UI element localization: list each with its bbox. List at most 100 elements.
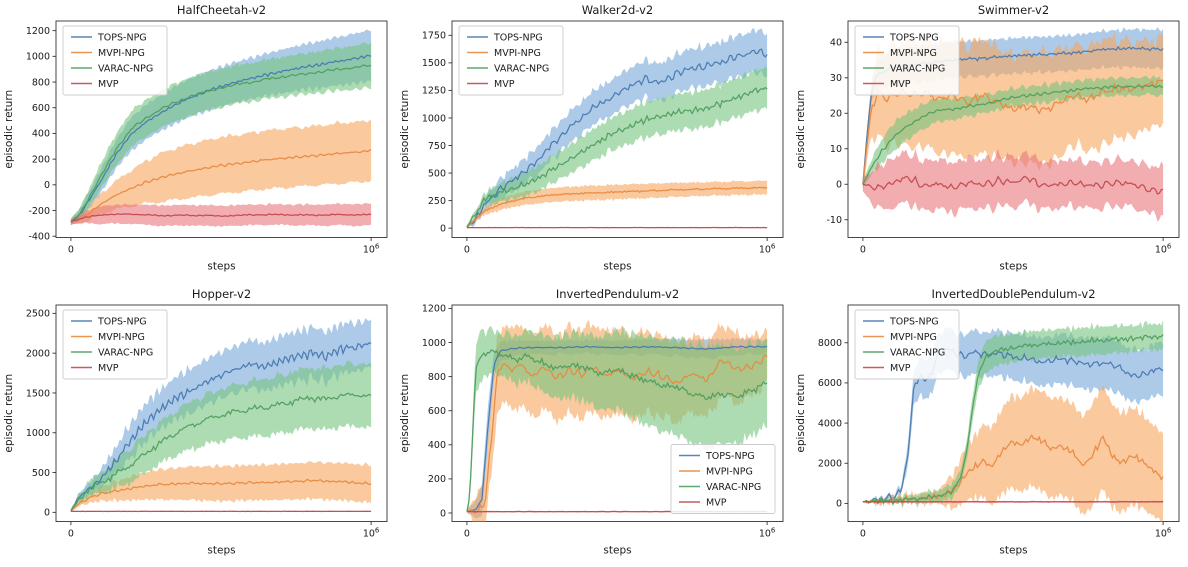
- legend-label: VARAC-NPG: [706, 481, 761, 492]
- plot-svg: Hopper-v2 0 500 1000 1500 2000 2500 0 106 steps ep…: [3, 287, 388, 556]
- x-axis-label: steps: [207, 261, 235, 273]
- legend: TOPS-NPG MVPI-NPG VARAC-NPG MVP: [62, 309, 168, 379]
- series-line-tops-npg: [466, 344, 768, 512]
- subplot-inverteddoublependulum: InvertedDoublePendulum-v2 0 2000 4000 6000 80…: [792, 284, 1188, 567]
- legend: TOPS-NPG MVPI-NPG VARAC-NPG MVP: [62, 25, 168, 96]
- y-tick-label: 1000: [422, 113, 446, 124]
- series-line-mvpi-npg: [70, 478, 372, 511]
- y-tick-label: 600: [32, 103, 50, 114]
- legend: TOPS-NPG MVPI-NPG VARAC-NPG MVP: [854, 25, 960, 96]
- y-tick-label: -200: [28, 206, 50, 217]
- legend-label: MVP: [706, 497, 727, 508]
- plot-title: InvertedDoublePendulum-v2: [931, 287, 1095, 301]
- series-line-mvpi-npg: [862, 433, 1164, 504]
- series-line-varac-npg: [862, 333, 1164, 505]
- plot-svg: Swimmer-v2 -10 0 10 20 30 40 0 106 steps episodic …: [795, 3, 1180, 273]
- x-axis-label: steps: [999, 261, 1027, 273]
- legend-label: TOPS-NPG: [889, 32, 939, 43]
- y-axis-label: episodic return: [795, 90, 807, 169]
- series-group: [466, 28, 768, 229]
- legend-label: MVP: [98, 362, 119, 373]
- legend-label: MVPI-NPG: [890, 331, 937, 342]
- x-tick-label: 106: [363, 526, 380, 539]
- y-axis-label: episodic return: [3, 373, 15, 452]
- series-band-varac-npg: [862, 75, 1164, 188]
- legend-label: TOPS-NPG: [705, 450, 755, 461]
- plot-title: Swimmer-v2: [978, 3, 1049, 17]
- series-line-varac-npg: [466, 86, 768, 228]
- series-line-tops-npg: [70, 341, 372, 511]
- series-band-tops-npg: [70, 317, 372, 512]
- x-tick-label: 106: [1155, 526, 1172, 539]
- x-tick-label: 106: [1155, 243, 1172, 256]
- series-band-mvp: [862, 148, 1164, 222]
- series-band-mvpi-npg: [862, 383, 1164, 521]
- series-band-varac-npg: [70, 42, 372, 226]
- legend-label: MVP: [890, 362, 911, 373]
- x-tick-label: 0: [860, 528, 866, 539]
- subplot-swimmer: Swimmer-v2 -10 0 10 20 30 40 0 106 steps episodic …: [792, 0, 1188, 284]
- plot-title: Walker2d-v2: [582, 3, 654, 17]
- x-axis-label: steps: [207, 544, 235, 556]
- y-tick-label: 1000: [26, 428, 50, 439]
- legend-label: MVP: [98, 79, 119, 90]
- series-line-mvpi-npg: [466, 353, 768, 514]
- legend-label: MVPI-NPG: [98, 48, 145, 59]
- y-tick-label: 800: [428, 371, 446, 382]
- series-band-varac-npg: [466, 66, 768, 229]
- y-tick-label: 30: [830, 73, 842, 84]
- y-tick-label: 1200: [422, 303, 446, 314]
- subplot-walker2d: Walker2d-v2 0 250 500 750 1000 1250 1500 1750 0 10…: [396, 0, 792, 284]
- series-line-mvp: [70, 213, 372, 223]
- series-band-mvp: [70, 202, 372, 227]
- x-tick-label: 106: [363, 243, 380, 256]
- legend-label: MVPI-NPG: [890, 48, 937, 59]
- legend-frame: [458, 25, 564, 96]
- x-axis-label: steps: [999, 544, 1027, 556]
- y-tick-label: 500: [32, 467, 50, 478]
- y-tick-label: 200: [428, 474, 446, 485]
- legend-label: MVP: [890, 79, 911, 90]
- legend-label: VARAC-NPG: [890, 63, 945, 74]
- series-band-tops-npg: [466, 28, 768, 229]
- series-band-varac-npg: [70, 359, 372, 512]
- legend-label: TOPS-NPG: [97, 316, 147, 327]
- legend-frame: [62, 309, 168, 379]
- x-tick-label: 0: [68, 245, 74, 256]
- y-tick-label: 0: [836, 180, 842, 191]
- y-tick-label: 0: [440, 508, 446, 519]
- series-line-mvpi-npg: [70, 149, 372, 223]
- series-line-mvpi-npg: [466, 186, 768, 228]
- legend-label: VARAC-NPG: [98, 347, 153, 358]
- y-tick-label: 10: [830, 144, 842, 155]
- x-tick-label: 0: [464, 245, 470, 256]
- plot-svg: Walker2d-v2 0 250 500 750 1000 1250 1500 1750 0 10…: [399, 3, 784, 273]
- y-axis-label: episodic return: [3, 90, 15, 169]
- x-tick-label: 0: [464, 528, 470, 539]
- plot-title: HalfCheetah-v2: [177, 3, 266, 17]
- y-tick-label: -10: [826, 215, 842, 226]
- y-tick-label: 8000: [818, 338, 842, 349]
- legend: TOPS-NPG MVPI-NPG VARAC-NPG MVP: [670, 443, 776, 514]
- y-axis-label: episodic return: [795, 373, 807, 452]
- y-tick-label: 400: [428, 440, 446, 451]
- y-tick-label: 4000: [818, 418, 842, 429]
- y-tick-label: 1200: [26, 26, 50, 37]
- legend-label: VARAC-NPG: [98, 63, 153, 74]
- legend-frame: [854, 309, 960, 379]
- series-band-mvpi-npg: [466, 180, 768, 229]
- x-axis-label: steps: [603, 261, 631, 273]
- plot-svg: HalfCheetah-v2 -400 -200 0 200 400 600 800 1000 1…: [3, 3, 388, 273]
- y-tick-label: 800: [32, 77, 50, 88]
- legend-frame: [62, 25, 168, 96]
- subplot-hopper: Hopper-v2 0 500 1000 1500 2000 2500 0 106 steps ep…: [0, 284, 396, 567]
- x-tick-label: 106: [759, 243, 776, 256]
- series-line-tops-npg: [70, 54, 372, 223]
- series-group: [70, 317, 372, 512]
- legend-label: TOPS-NPG: [889, 316, 939, 327]
- legend-frame: [854, 25, 960, 96]
- legend-label: MVPI-NPG: [494, 48, 541, 59]
- legend-label: VARAC-NPG: [494, 63, 549, 74]
- y-tick-label: 500: [428, 168, 446, 179]
- series-line-mvp: [862, 175, 1164, 195]
